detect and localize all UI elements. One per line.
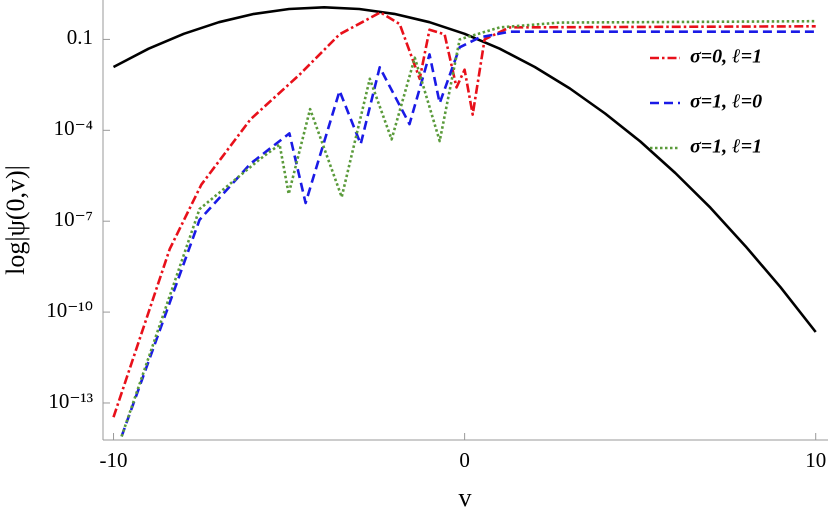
series-line <box>112 11 816 418</box>
legend-label: σ=0, ℓ=1 <box>690 46 762 68</box>
series-line <box>120 30 816 437</box>
y-tick-label: 10⁻¹⁰ <box>46 298 93 322</box>
y-axis-label: log|ψ(0,v)| <box>1 165 30 275</box>
legend-label: σ=1, ℓ=1 <box>690 136 762 158</box>
y-tick-label: 10⁻¹³ <box>48 389 93 413</box>
x-tick-label: 0 <box>459 448 470 472</box>
y-tick-label: 10⁻⁴ <box>54 116 93 140</box>
series-line <box>112 6 817 333</box>
y-tick-label: 0.1 <box>67 25 93 49</box>
legend-label: σ=1, ℓ=0 <box>690 91 762 113</box>
x-tick-label: 10 <box>805 448 826 472</box>
x-tick-label: -10 <box>100 448 128 472</box>
series-line <box>120 19 816 437</box>
y-tick-label: 10⁻⁷ <box>54 207 93 231</box>
x-axis-label: v <box>459 483 472 512</box>
